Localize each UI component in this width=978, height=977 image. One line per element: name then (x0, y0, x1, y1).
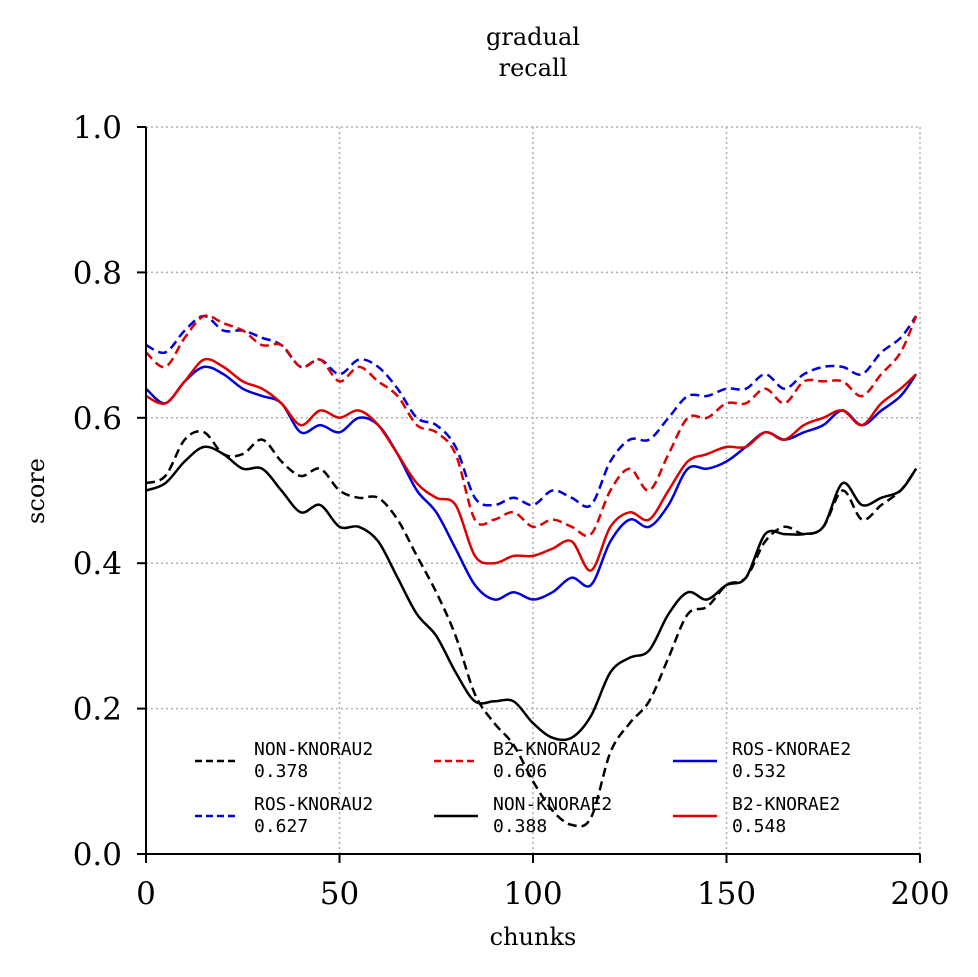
y-tick-label: 0.0 (73, 837, 122, 873)
legend-label: ROS-KNORAE2 (732, 739, 851, 760)
x-tick-label: 100 (503, 876, 562, 912)
legend-score: 0.378 (254, 761, 308, 782)
x-axis-label: chunks (490, 923, 577, 951)
legend-label: B2-KNORAU2 (493, 739, 601, 760)
legend-label: NON-KNORAE2 (493, 794, 612, 815)
series-line-ros-knorau2 (145, 314, 918, 509)
legend-score: 0.548 (732, 816, 786, 837)
legend-score: 0.606 (493, 761, 547, 782)
legend-score: 0.627 (254, 816, 308, 837)
y-tick-label: 0.2 (73, 692, 122, 728)
y-tick-label: 0.8 (73, 255, 122, 291)
ticks: 0 50 100 150 200 0.0 0.2 0.4 0.6 0.8 1.0 (73, 110, 950, 912)
legend-score: 0.388 (493, 816, 547, 837)
x-tick-label: 200 (890, 876, 949, 912)
y-tick-label: 0.6 (73, 401, 122, 437)
grid (145, 126, 921, 855)
y-axis-label: score (22, 458, 50, 524)
chart-title: gradual (486, 23, 580, 51)
legend-score: 0.532 (732, 761, 786, 782)
y-tick-label: 0.4 (73, 546, 122, 582)
legend-label: B2-KNORAE2 (732, 794, 840, 815)
y-tick-label: 1.0 (73, 110, 122, 146)
x-tick-label: 150 (697, 876, 756, 912)
series-layer (145, 314, 918, 828)
series-line-non-knorau2 (145, 430, 918, 828)
chart-subtitle: recall (499, 54, 568, 82)
x-tick-label: 50 (320, 876, 359, 912)
series-line-b2-knorau2 (145, 314, 918, 538)
series-line-b2-knorae2 (145, 357, 917, 572)
x-tick-label: 0 (136, 876, 156, 912)
series-line-non-knorae2 (145, 445, 918, 742)
legend-label: NON-KNORAU2 (254, 739, 373, 760)
legend-label: ROS-KNORAU2 (254, 794, 373, 815)
series-line-ros-knorae2 (145, 365, 918, 601)
